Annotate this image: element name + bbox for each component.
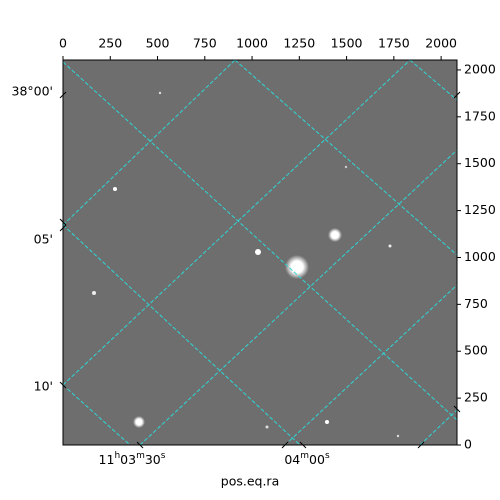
star — [328, 228, 342, 242]
grid-line — [139, 149, 458, 446]
tick-mark — [136, 441, 144, 449]
tick-mark — [59, 218, 67, 226]
star — [325, 420, 329, 424]
x-tick-label: 1500 — [331, 36, 363, 51]
y-tick-label: 250 — [464, 390, 488, 405]
x-tick-label: 1250 — [283, 36, 315, 51]
tick-mark — [453, 91, 461, 99]
tick-mark — [59, 91, 67, 99]
ra-number: 00 — [309, 452, 325, 467]
grid-line — [62, 61, 458, 421]
ra-unit: h — [114, 451, 120, 461]
frame — [62, 59, 458, 446]
star — [388, 244, 392, 248]
ra-number: 04 — [284, 452, 300, 467]
star — [113, 187, 117, 191]
star — [396, 434, 400, 438]
grid-line — [234, 59, 458, 256]
star — [92, 291, 96, 295]
ra-unit: s — [325, 451, 330, 461]
tick-mark — [59, 381, 67, 389]
tick-mark — [59, 224, 67, 232]
star — [344, 165, 348, 169]
x-tick-label: 0 — [59, 36, 67, 51]
y-tick-label: 1250 — [464, 202, 496, 217]
ra-number: 03 — [120, 452, 136, 467]
dec-tick-label: 38°00' — [12, 84, 54, 99]
grid-line — [62, 384, 131, 446]
star — [255, 249, 261, 255]
x-axis-label: pos.eq.ra — [221, 474, 279, 489]
tick-mark — [281, 441, 289, 449]
y-tick-label: 1750 — [464, 108, 496, 123]
star — [285, 255, 309, 279]
y-tick-label: 1500 — [464, 155, 496, 170]
coordinate-grid — [62, 59, 458, 446]
grid-line — [409, 59, 458, 101]
x-tick-label: 2000 — [425, 36, 457, 51]
star — [158, 91, 162, 95]
x-tick-label: 500 — [146, 36, 170, 51]
dec-tick-label: 10' — [34, 379, 53, 394]
tick-mark — [299, 441, 307, 449]
x-tick-label: 1750 — [378, 36, 410, 51]
ra-unit: s — [161, 451, 166, 461]
grid-line — [62, 59, 236, 226]
tick-mark — [453, 405, 461, 413]
x-tick-label: 1000 — [236, 36, 268, 51]
ra-unit: m — [136, 451, 145, 461]
ra-tick-label: 04m00s — [284, 451, 330, 467]
x-tick-label: 750 — [193, 36, 217, 51]
y-tick-label: 1000 — [464, 249, 496, 264]
tick-mark — [417, 441, 425, 449]
x-tick-label: 250 — [98, 36, 122, 51]
dec-tick-label: 05' — [34, 232, 53, 247]
y-tick-label: 500 — [464, 343, 488, 358]
ra-number: 30 — [145, 452, 161, 467]
world-tick-marks — [59, 91, 461, 449]
ra-tick-label: 11h03m30s — [99, 451, 166, 467]
star — [133, 416, 145, 428]
grid-line — [284, 284, 458, 446]
stars — [92, 91, 400, 438]
y-tick-label: 0 — [464, 437, 472, 452]
y-tick-label: 2000 — [464, 61, 496, 76]
star — [265, 425, 269, 429]
ra-number: 11 — [99, 452, 115, 467]
y-tick-label: 750 — [464, 296, 488, 311]
ra-unit: m — [300, 451, 309, 461]
grid-line — [62, 59, 411, 386]
grid-line — [419, 409, 458, 446]
